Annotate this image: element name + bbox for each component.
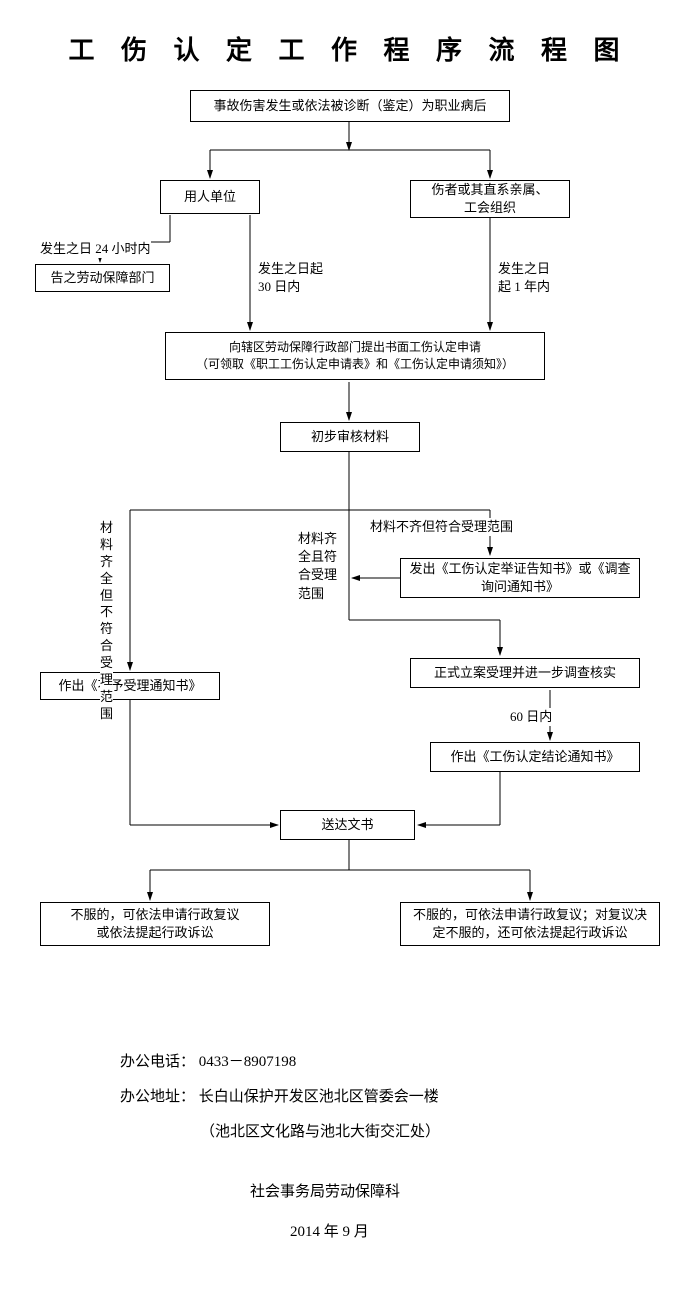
- node-text: 不服的，可依法申请行政复议；对复议决定不服的，还可依法提起行政诉讼: [407, 906, 653, 942]
- node-application: 向辖区劳动保障行政部门提出书面工伤认定申请 （可领取《职工工伤认定申请表》和《工…: [165, 332, 545, 380]
- label-1y: 发生之日 起 1 年内: [498, 260, 550, 296]
- node-family: 伤者或其直系亲属、 工会组织: [410, 180, 570, 218]
- node-text: 告之劳动保障部门: [50, 269, 154, 287]
- footer-addr: 办公地址： 长白山保护开发区池北区管委会一楼: [120, 1085, 439, 1106]
- node-notice-evidence: 发出《工伤认定举证告知书》或《调查询问通知书》: [400, 558, 640, 598]
- node-text: 正式立案受理并进一步调查核实: [434, 664, 616, 682]
- footer-addr1: 长白山保护开发区池北区管委会一楼: [199, 1089, 439, 1105]
- node-deliver: 送达文书: [280, 810, 415, 840]
- node-text: 初步审核材料: [311, 428, 389, 446]
- node-text: 送达文书: [321, 816, 373, 834]
- node-text: 用人单位: [184, 188, 236, 206]
- label-complete-scope: 材料齐 全且符 合受理 范围: [298, 530, 337, 603]
- footer-phone-label: 办公电话：: [120, 1054, 195, 1070]
- label-60d: 60 日内: [510, 708, 552, 726]
- node-text: 向辖区劳动保障行政部门提出书面工伤认定申请 （可领取《职工工伤认定申请表》和《工…: [196, 339, 514, 373]
- node-appeal-left: 不服的，可依法申请行政复议 或依法提起行政诉讼: [40, 902, 270, 946]
- page-title: 工 伤 认 定 工 作 程 序 流 程 图: [0, 30, 698, 67]
- node-text: 不服的，可依法申请行政复议 或依法提起行政诉讼: [70, 906, 239, 942]
- node-employer: 用人单位: [160, 180, 260, 214]
- footer-addr2: （池北区文化路与池北大街交汇处）: [200, 1120, 440, 1141]
- node-appeal-right: 不服的，可依法申请行政复议；对复议决定不服的，还可依法提起行政诉讼: [400, 902, 660, 946]
- node-text: 发出《工伤认定举证告知书》或《调查询问通知书》: [407, 560, 633, 596]
- footer-phone: 办公电话： 0433－8907198: [120, 1050, 296, 1071]
- node-review: 初步审核材料: [280, 422, 420, 452]
- node-text: 伤者或其直系亲属、 工会组织: [431, 181, 548, 217]
- footer-date: 2014 年 9 月: [290, 1220, 369, 1241]
- footer-addr-label: 办公地址：: [120, 1089, 195, 1105]
- node-reject-notice: 作出《不予受理通知书》: [40, 672, 220, 700]
- label-24h: 发生之日 24 小时内: [40, 240, 151, 258]
- node-conclusion: 作出《工伤认定结论通知书》: [430, 742, 640, 772]
- node-text: 作出《不予受理通知书》: [58, 677, 201, 695]
- node-notify-dept: 告之劳动保障部门: [35, 264, 170, 292]
- flowchart-page: 工 伤 认 定 工 作 程 序 流 程 图: [0, 0, 698, 1300]
- label-incomplete-scope: 材料不齐但符合受理范围: [370, 518, 513, 536]
- node-text: 事故伤害发生或依法被诊断（鉴定）为职业病后: [213, 97, 486, 115]
- footer-dept: 社会事务局劳动保障科: [250, 1180, 400, 1201]
- footer-phone-value: 0433－8907198: [199, 1054, 297, 1070]
- node-text: 作出《工伤认定结论通知书》: [450, 748, 619, 766]
- node-accept-case: 正式立案受理并进一步调查核实: [410, 658, 640, 688]
- label-complete-noscope: 材 料 齐 全 但 不 符 合 受 理 范 围: [100, 520, 113, 723]
- node-start: 事故伤害发生或依法被诊断（鉴定）为职业病后: [190, 90, 510, 122]
- label-30d: 发生之日起 30 日内: [258, 260, 323, 296]
